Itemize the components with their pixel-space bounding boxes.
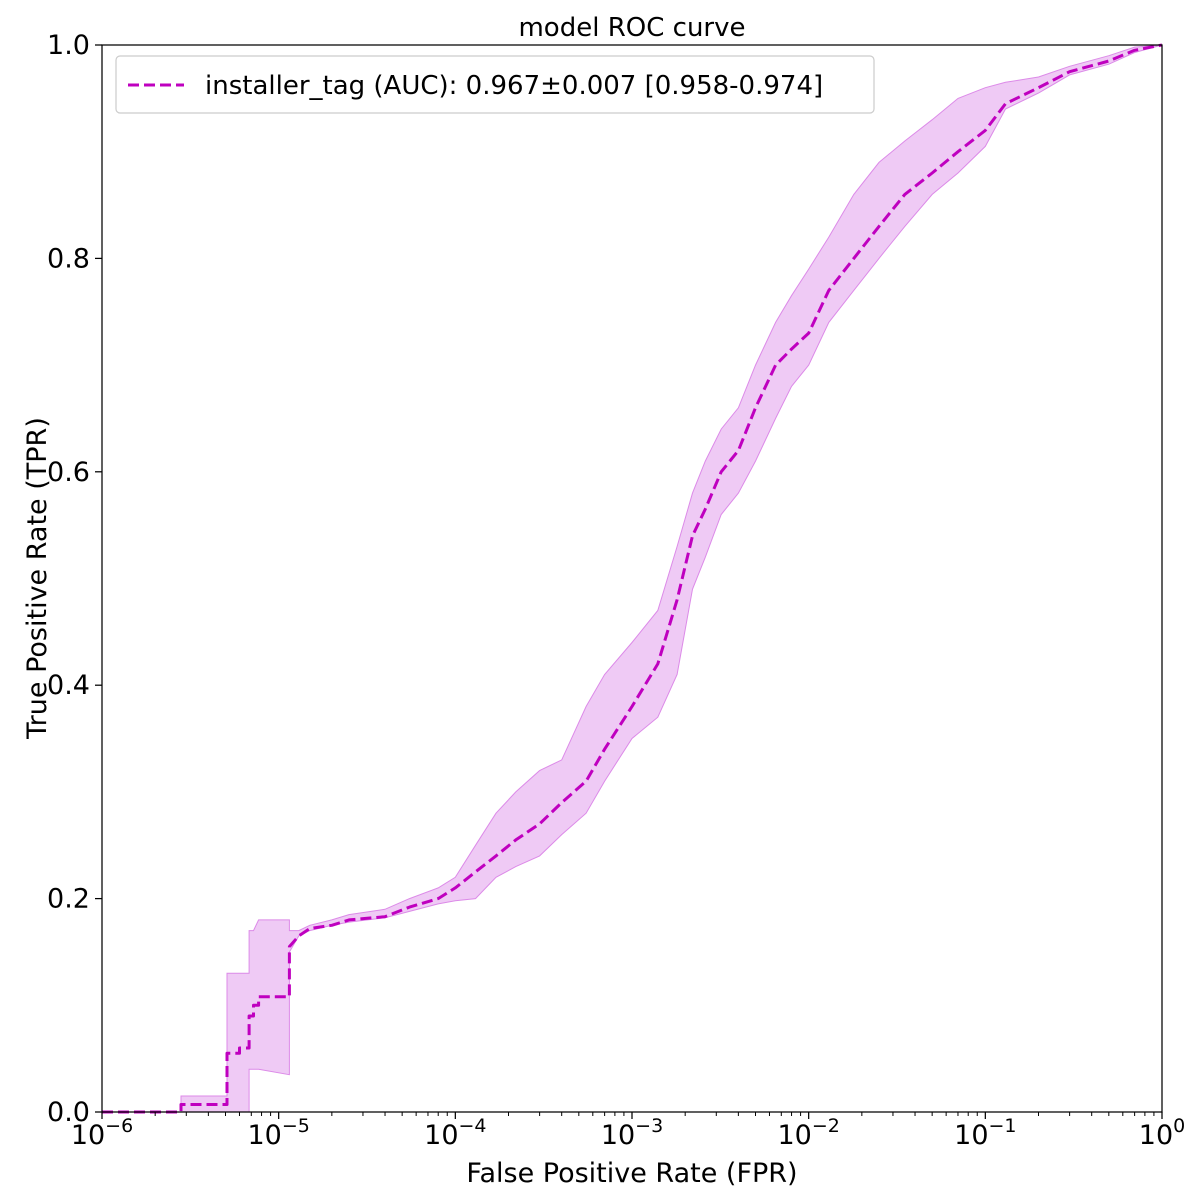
x-tick-label: 10−5 xyxy=(247,1115,309,1151)
x-tick-label: 10−1 xyxy=(954,1115,1016,1151)
y-tick-label: 0.4 xyxy=(47,670,90,701)
x-axis-ticks: 10−6 10−5 10−4 10−3 10−2 10−1 100 xyxy=(71,1112,1185,1151)
confidence-band xyxy=(102,44,1163,1113)
x-tick-label: 10−6 xyxy=(71,1115,133,1151)
chart-title: model ROC curve xyxy=(518,13,745,43)
legend-box xyxy=(115,55,875,114)
y-tick-label: 0.2 xyxy=(47,884,90,915)
roc-curve-line xyxy=(102,43,1163,1114)
y-axis-ticks: 0.0 0.2 0.4 0.6 0.8 1.0 xyxy=(47,30,102,1128)
legend: installer_tag (AUC): 0.967±0.007 [0.958-… xyxy=(115,55,875,114)
y-tick-label: 0.8 xyxy=(47,243,90,274)
x-tick-label: 10−3 xyxy=(601,1115,663,1151)
y-tick-label: 1.0 xyxy=(47,30,90,61)
x-tick-label: 100 xyxy=(1139,1115,1185,1151)
y-axis-label: True Positive Rate (TPR) xyxy=(22,417,53,740)
curve-layer xyxy=(102,43,1163,1114)
x-axis-label: False Positive Rate (FPR) xyxy=(466,1158,797,1189)
x-tick-label: 10−4 xyxy=(424,1115,486,1151)
legend-entry-label: installer_tag (AUC): 0.967±0.007 [0.958-… xyxy=(205,71,823,101)
y-tick-label: 0.0 xyxy=(47,1097,90,1128)
y-tick-label: 0.6 xyxy=(47,457,90,488)
x-tick-label: 10−2 xyxy=(777,1115,839,1151)
confidence-band-layer xyxy=(102,44,1163,1113)
